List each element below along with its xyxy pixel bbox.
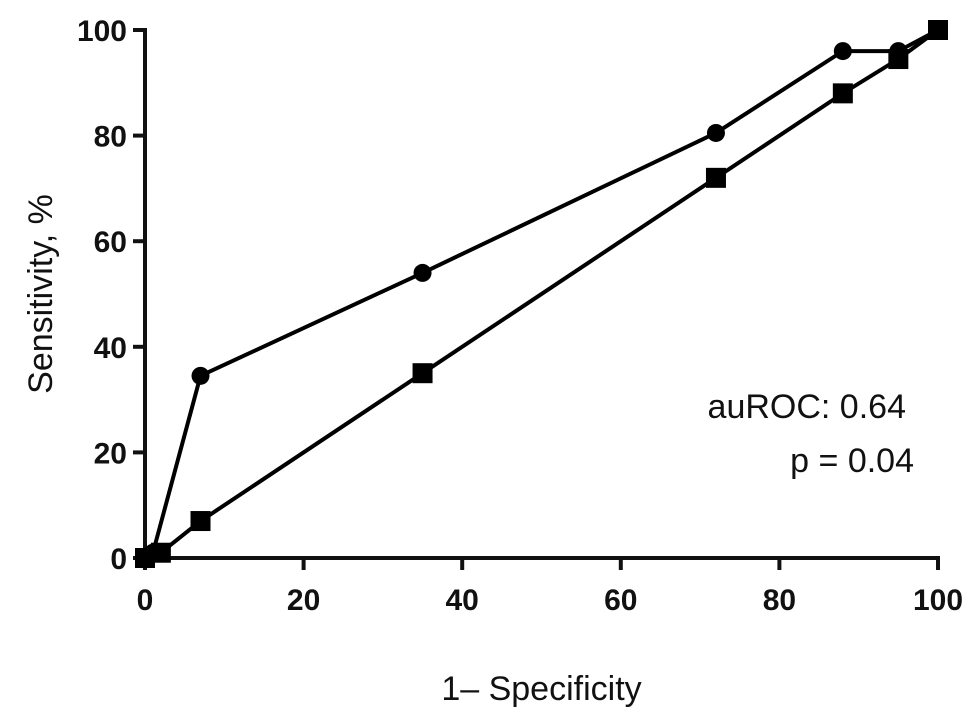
y-tick-label: 0 [110, 543, 127, 576]
auroc-annotation: auROC: 0.64 [708, 388, 906, 426]
data-point-square [928, 20, 948, 40]
data-point-square [705, 167, 726, 188]
series-1 [135, 20, 948, 568]
y-axis-title: Sensitivity, % [22, 194, 60, 394]
x-tick-label: 0 [137, 584, 154, 617]
data-point-square [150, 542, 171, 563]
p-value-annotation: p = 0.04 [790, 442, 914, 480]
data-point-circle [833, 42, 852, 61]
x-tick-label: 20 [287, 584, 320, 617]
data-point-square [832, 83, 853, 104]
series-layer [135, 20, 948, 568]
data-point-circle [413, 263, 432, 282]
axes [143, 28, 940, 560]
x-tick-label: 100 [913, 584, 963, 617]
x-tick-label: 40 [446, 584, 479, 617]
y-tick-label: 100 [77, 15, 127, 48]
data-point-square [888, 49, 909, 70]
data-point-circle [191, 366, 210, 385]
data-point-circle [706, 123, 725, 142]
y-tick-label: 40 [94, 332, 127, 365]
x-axis-title: 1– Specificity [441, 670, 641, 708]
y-tick-label: 80 [94, 121, 127, 154]
data-point-square [135, 548, 155, 568]
data-point-square [190, 511, 211, 532]
y-tick-label: 20 [94, 437, 127, 470]
x-tick-label: 80 [763, 584, 796, 617]
y-tick-label: 60 [94, 226, 127, 259]
x-ticks: 0 20 40 60 80 100 [137, 558, 963, 617]
y-ticks: 0 20 40 60 80 100 [77, 15, 145, 576]
data-point-square [412, 363, 433, 384]
x-tick-label: 60 [604, 584, 637, 617]
